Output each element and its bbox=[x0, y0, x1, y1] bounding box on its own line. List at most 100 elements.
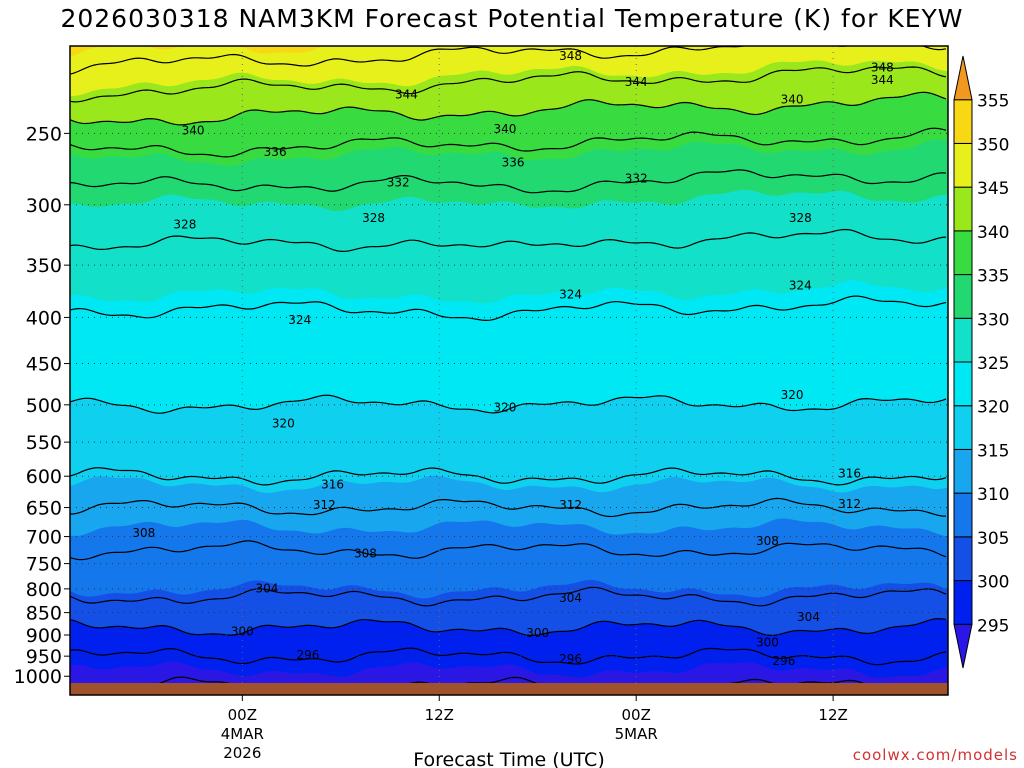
isentrope-308 bbox=[70, 540, 947, 561]
x-tick-label: 12Z bbox=[818, 706, 847, 724]
y-tick-label: 250 bbox=[26, 123, 62, 145]
colorbar-swatch bbox=[953, 274, 973, 319]
contour-label: 312 bbox=[559, 498, 582, 512]
colorbar-label: 355 bbox=[977, 92, 1009, 112]
y-tick-label: 850 bbox=[26, 603, 62, 625]
y-tick-label: 550 bbox=[26, 432, 62, 454]
colorbar-swatch bbox=[953, 230, 973, 276]
isentrope-332 bbox=[70, 169, 947, 194]
contour-label: 300 bbox=[756, 635, 779, 649]
contour-label: 344 bbox=[395, 87, 418, 101]
isentrope-344 bbox=[70, 66, 947, 103]
contour-label: 304 bbox=[255, 581, 278, 595]
colorbar-label: 325 bbox=[977, 354, 1009, 374]
x-tick-label: 2026 bbox=[223, 744, 261, 762]
colorbar-label: 350 bbox=[977, 135, 1009, 155]
colorbar-swatch bbox=[953, 623, 973, 669]
grid-lines bbox=[70, 46, 948, 684]
site-credit[interactable]: coolwx.com/models bbox=[852, 746, 1018, 764]
colorbar-label: 295 bbox=[977, 616, 1009, 636]
y-tick-label: 450 bbox=[26, 354, 62, 376]
ground-surface bbox=[70, 683, 948, 695]
contour-label: 328 bbox=[362, 211, 385, 225]
y-tick-label: 350 bbox=[26, 255, 62, 277]
colorbar-label: 305 bbox=[977, 529, 1009, 549]
contour-label: 336 bbox=[264, 145, 287, 159]
contour-label: 344 bbox=[625, 75, 648, 89]
y-tick-label: 950 bbox=[26, 646, 62, 668]
isentrope-348 bbox=[70, 46, 947, 75]
colorbar-label: 340 bbox=[977, 223, 1009, 243]
contour-label: 328 bbox=[789, 211, 812, 225]
contour-label: 324 bbox=[559, 288, 582, 302]
contour-label: 320 bbox=[781, 388, 804, 402]
y-tick-label: 700 bbox=[26, 527, 62, 549]
contour-label: 348 bbox=[559, 49, 582, 63]
isentrope-324 bbox=[70, 295, 947, 322]
colorbar-label: 345 bbox=[977, 179, 1009, 199]
theta-band-320 bbox=[70, 279, 948, 414]
isentrope-328 bbox=[70, 228, 947, 253]
isentrope-336 bbox=[70, 127, 947, 158]
contour-label: 304 bbox=[559, 591, 582, 605]
contour-label: 296 bbox=[559, 652, 582, 666]
y-tick-label: 800 bbox=[26, 579, 62, 601]
y-tick-label: 400 bbox=[26, 307, 62, 329]
y-tick-label: 500 bbox=[26, 395, 62, 417]
pressure-axis: 2503003504004505005506006507007508008509… bbox=[14, 123, 70, 688]
contour-label: 324 bbox=[288, 313, 311, 327]
isentrope-304 bbox=[70, 586, 947, 607]
colorbar-label: 315 bbox=[977, 441, 1009, 461]
contour-label: 336 bbox=[502, 156, 525, 170]
contour-label: 316 bbox=[321, 477, 344, 491]
filled-theta-bands bbox=[70, 46, 948, 684]
colorbar-label: 335 bbox=[977, 267, 1009, 287]
theta-band-345 bbox=[70, 46, 948, 96]
y-tick-label: 750 bbox=[26, 554, 62, 576]
plot-frame bbox=[69, 45, 949, 696]
colorbar-label: 330 bbox=[977, 310, 1009, 330]
x-tick-label: 4MAR bbox=[221, 725, 264, 743]
y-tick-label: 600 bbox=[26, 466, 62, 488]
colorbar-label: 310 bbox=[977, 485, 1009, 505]
colorbar-label: 320 bbox=[977, 398, 1009, 418]
x-tick-label: 5MAR bbox=[615, 725, 658, 743]
ground-strip bbox=[70, 683, 948, 695]
colorbar-swatch bbox=[953, 186, 973, 232]
colorbar-legend: 295 300 305 310 315 320 325 330 335 340 345 350 355 bbox=[953, 55, 1009, 669]
contour-label: 328 bbox=[173, 217, 196, 231]
colorbar-swatch bbox=[953, 448, 973, 494]
x-tick-label: 00Z bbox=[228, 706, 257, 724]
contour-label: 308 bbox=[354, 547, 377, 561]
theta-band-325 bbox=[70, 189, 948, 304]
contour-label: 332 bbox=[625, 171, 648, 185]
y-tick-label: 900 bbox=[26, 625, 62, 647]
contour-label: 340 bbox=[493, 122, 516, 136]
contour-label: 340 bbox=[182, 124, 205, 138]
colorbar-swatch bbox=[953, 317, 973, 363]
contour-label: 300 bbox=[231, 625, 254, 639]
y-tick-label: 650 bbox=[26, 498, 62, 520]
x-tick-label: 00Z bbox=[621, 706, 650, 724]
contour-label: 324 bbox=[789, 278, 812, 292]
isentrope-316 bbox=[70, 467, 947, 486]
isentrope-300 bbox=[70, 617, 947, 637]
plot-border bbox=[69, 45, 949, 696]
colorbar-swatch bbox=[953, 536, 973, 582]
contour-label: 320 bbox=[493, 401, 516, 415]
contour-label: 304 bbox=[797, 610, 820, 624]
colorbar-swatch bbox=[953, 405, 973, 450]
isentrope-340 bbox=[70, 91, 947, 126]
contour-label: 344 bbox=[871, 73, 894, 87]
theta-band-305 bbox=[70, 517, 948, 599]
y-tick-label: 1000 bbox=[14, 666, 62, 688]
y-tick-label: 300 bbox=[26, 195, 62, 217]
contour-label: 300 bbox=[526, 626, 549, 640]
isentrope-320 bbox=[70, 394, 947, 414]
contour-label: 312 bbox=[313, 498, 336, 512]
contour-label: 296 bbox=[297, 648, 320, 662]
contour-label: 320 bbox=[272, 417, 295, 431]
chart-title: 2026030318 NAM3KM Forecast Potential Tem… bbox=[60, 4, 964, 33]
